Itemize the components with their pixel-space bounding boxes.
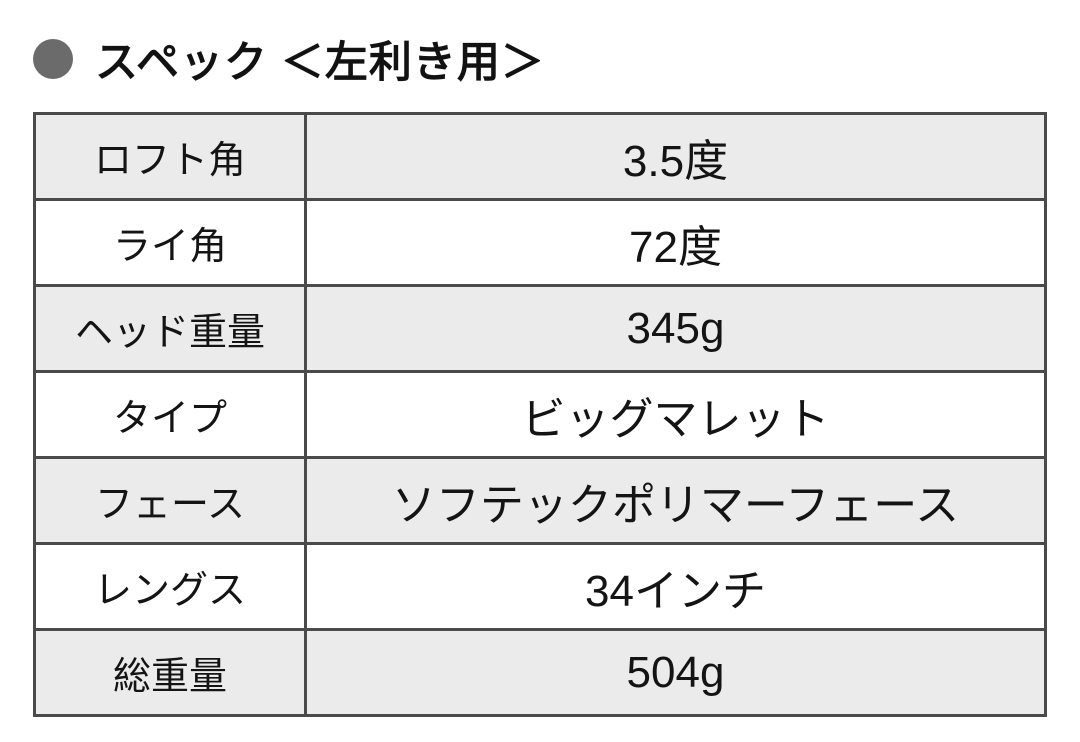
spec-label: ヘッド重量 [33, 284, 307, 373]
circle-bullet-icon [33, 39, 73, 79]
spec-value: 345g [304, 284, 1047, 373]
spec-label: タイプ [33, 370, 307, 459]
spec-value: ビッグマレット [304, 370, 1047, 459]
spec-value: 72度 [304, 198, 1047, 287]
spec-value: ソフテックポリマーフェース [304, 456, 1047, 545]
table-row: 総重量 504g [33, 628, 1047, 717]
spec-label: 総重量 [33, 628, 307, 717]
table-row: ライ角 72度 [33, 198, 1047, 287]
spec-label: ロフト角 [33, 112, 307, 201]
spec-value: 34インチ [304, 542, 1047, 631]
spec-value: 504g [304, 628, 1047, 717]
table-row: タイプ ビッグマレット [33, 370, 1047, 459]
page-title: スペック ＜左利き用＞ [95, 39, 545, 87]
table-row: ロフト角 3.5度 [33, 112, 1047, 201]
table-row: レングス 34インチ [33, 542, 1047, 631]
spec-value: 3.5度 [304, 112, 1047, 201]
section-title: スペック ＜左利き用＞ [33, 28, 545, 90]
table-row: フェース ソフテックポリマーフェース [33, 456, 1047, 545]
spec-table-body: ロフト角 3.5度 ライ角 72度 ヘッド重量 345g タイプ ビッグマレット… [33, 112, 1047, 717]
spec-label: フェース [33, 456, 307, 545]
table-row: ヘッド重量 345g [33, 284, 1047, 373]
spec-label: ライ角 [33, 198, 307, 287]
spec-label: レングス [33, 542, 307, 631]
spec-table: ロフト角 3.5度 ライ角 72度 ヘッド重量 345g タイプ ビッグマレット… [33, 112, 1047, 717]
